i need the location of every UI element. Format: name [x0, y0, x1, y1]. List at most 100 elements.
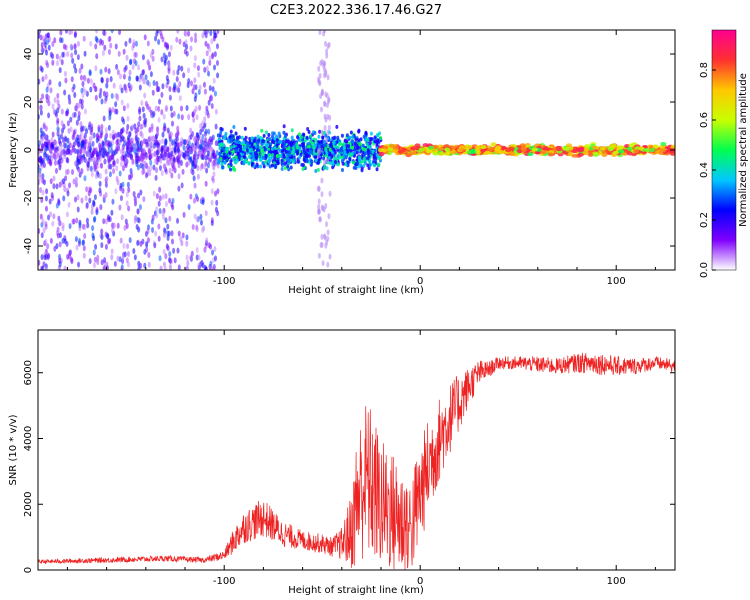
spectrogram-cell: [171, 204, 175, 211]
spectrogram-cell: [57, 134, 61, 141]
spectrogram-cell: [145, 246, 149, 253]
spectrogram-cell: [166, 157, 170, 164]
spectrogram-cell: [41, 173, 45, 180]
spectrogram-cell: [94, 43, 98, 50]
spectrogram-cell: [354, 137, 358, 142]
spectrogram-cell: [38, 228, 41, 235]
spectrogram-cell: [98, 173, 102, 180]
spectrogram-cell: [203, 116, 207, 123]
spectrogram-cell: [262, 139, 266, 144]
spectrogram-cell: [246, 148, 250, 153]
spectrogram-cell: [132, 42, 136, 49]
spectrogram-cell: [160, 147, 164, 154]
spectrogram-cell: [72, 129, 76, 136]
spectrogram-cell: [316, 185, 320, 192]
spectrogram-cell: [65, 110, 69, 117]
spectrogram-cell: [154, 174, 158, 181]
spectrogram-cell: [216, 158, 220, 163]
spectrogram-cell: [77, 141, 81, 148]
spectrogram-cell: [283, 134, 287, 139]
spectrogram-cell: [78, 67, 82, 74]
spectrogram-cell: [95, 30, 99, 34]
spectrogram-cell: [206, 150, 210, 157]
spectrogram-cell: [281, 139, 285, 144]
spectrogram-cell: [133, 217, 137, 224]
spectrogram-cell: [340, 148, 344, 153]
spectrogram-cell: [321, 260, 325, 267]
spectrogram-cell: [51, 103, 55, 110]
spectrogram-cell: [125, 223, 129, 230]
spectrogram-cell: [253, 151, 257, 156]
spectrogram-cell: [49, 160, 53, 167]
spectrogram-cell: [327, 213, 331, 220]
spectrogram-cell: [178, 95, 182, 102]
spectrogram-cell: [365, 142, 369, 147]
spectrogram-cell: [326, 43, 330, 50]
spectrogram-cell: [220, 162, 224, 167]
spectrogram-cell: [142, 112, 146, 119]
spectrogram-cell: [158, 255, 162, 262]
spectrogram-cell: [292, 140, 296, 145]
spectrogram-cell: [126, 181, 130, 188]
spectrogram-cell: [373, 135, 377, 140]
spectrogram-cell: [115, 139, 119, 146]
spectrogram-cell: [659, 148, 666, 153]
spectrogram-cell: [80, 103, 84, 110]
spectrogram-cell: [73, 30, 77, 37]
spectrogram-cell: [112, 168, 116, 175]
spectrogram-cell: [193, 213, 197, 220]
spectrogram-cell: [280, 144, 284, 149]
spectrogram-cell: [328, 190, 332, 197]
spectrogram-cell: [351, 134, 355, 139]
spectrogram-cell: [607, 147, 614, 152]
spectrogram-cell: [160, 33, 164, 40]
spectrogram-cell: [582, 151, 589, 156]
spectrogram-cell: [162, 248, 166, 255]
spectrogram-marks: [38, 30, 675, 270]
spectrogram-cell: [277, 153, 281, 158]
spectrogram-cell: [65, 156, 69, 163]
spectrogram-cell: [222, 152, 226, 157]
spectrogram-cell: [116, 179, 120, 186]
spectrogram-cell: [351, 139, 355, 144]
spectrogram-cell: [180, 105, 184, 112]
spectrogram-cell: [57, 103, 61, 110]
spectrogram-cell: [234, 148, 238, 153]
spectrogram-cell: [54, 167, 58, 174]
spectrogram-cell: [326, 229, 330, 236]
spectrogram-cell: [177, 64, 181, 71]
spectrogram-cell: [44, 205, 48, 212]
spectrogram-cell: [77, 110, 81, 117]
spectrogram-cell: [44, 221, 48, 228]
spectrogram-cell: [532, 147, 539, 152]
spectrogram-cell: [104, 66, 108, 73]
spectrogram-cell: [72, 178, 76, 185]
spectrogram-cell: [187, 30, 191, 37]
spectrogram-cell: [357, 155, 361, 160]
spectrogram-cell: [126, 123, 130, 130]
spectrogram-cell: [111, 106, 115, 113]
spectrogram-cell: [66, 137, 70, 144]
spectrogram-cell: [218, 146, 222, 151]
spectrogram-cell: [74, 236, 78, 243]
spectrogram-cell: [172, 157, 176, 164]
spectrogram-xtick-label: -100: [213, 276, 236, 287]
spectrogram-cell: [62, 123, 66, 130]
spectrogram-cell: [83, 75, 87, 82]
spectrogram-cell: [363, 161, 367, 166]
spectrogram-cell: [149, 165, 153, 172]
spectrogram-cell: [195, 247, 199, 254]
spectrogram-cell: [204, 109, 208, 116]
spectrogram-cell: [186, 260, 190, 267]
spectrogram-cell: [314, 168, 318, 173]
spectrogram-cell: [583, 147, 590, 152]
snr-xtick-label: 100: [607, 576, 626, 587]
snr-ylabel: SNR (10 * v/v): [8, 414, 19, 485]
spectrogram-cell: [50, 155, 54, 162]
spectrogram-cell: [185, 265, 189, 270]
spectrogram-cell: [44, 238, 48, 245]
spectrogram-cell: [324, 91, 328, 98]
spectrogram-cell: [158, 207, 162, 214]
spectrogram-cell: [168, 167, 172, 174]
spectrogram-cell: [325, 157, 329, 164]
